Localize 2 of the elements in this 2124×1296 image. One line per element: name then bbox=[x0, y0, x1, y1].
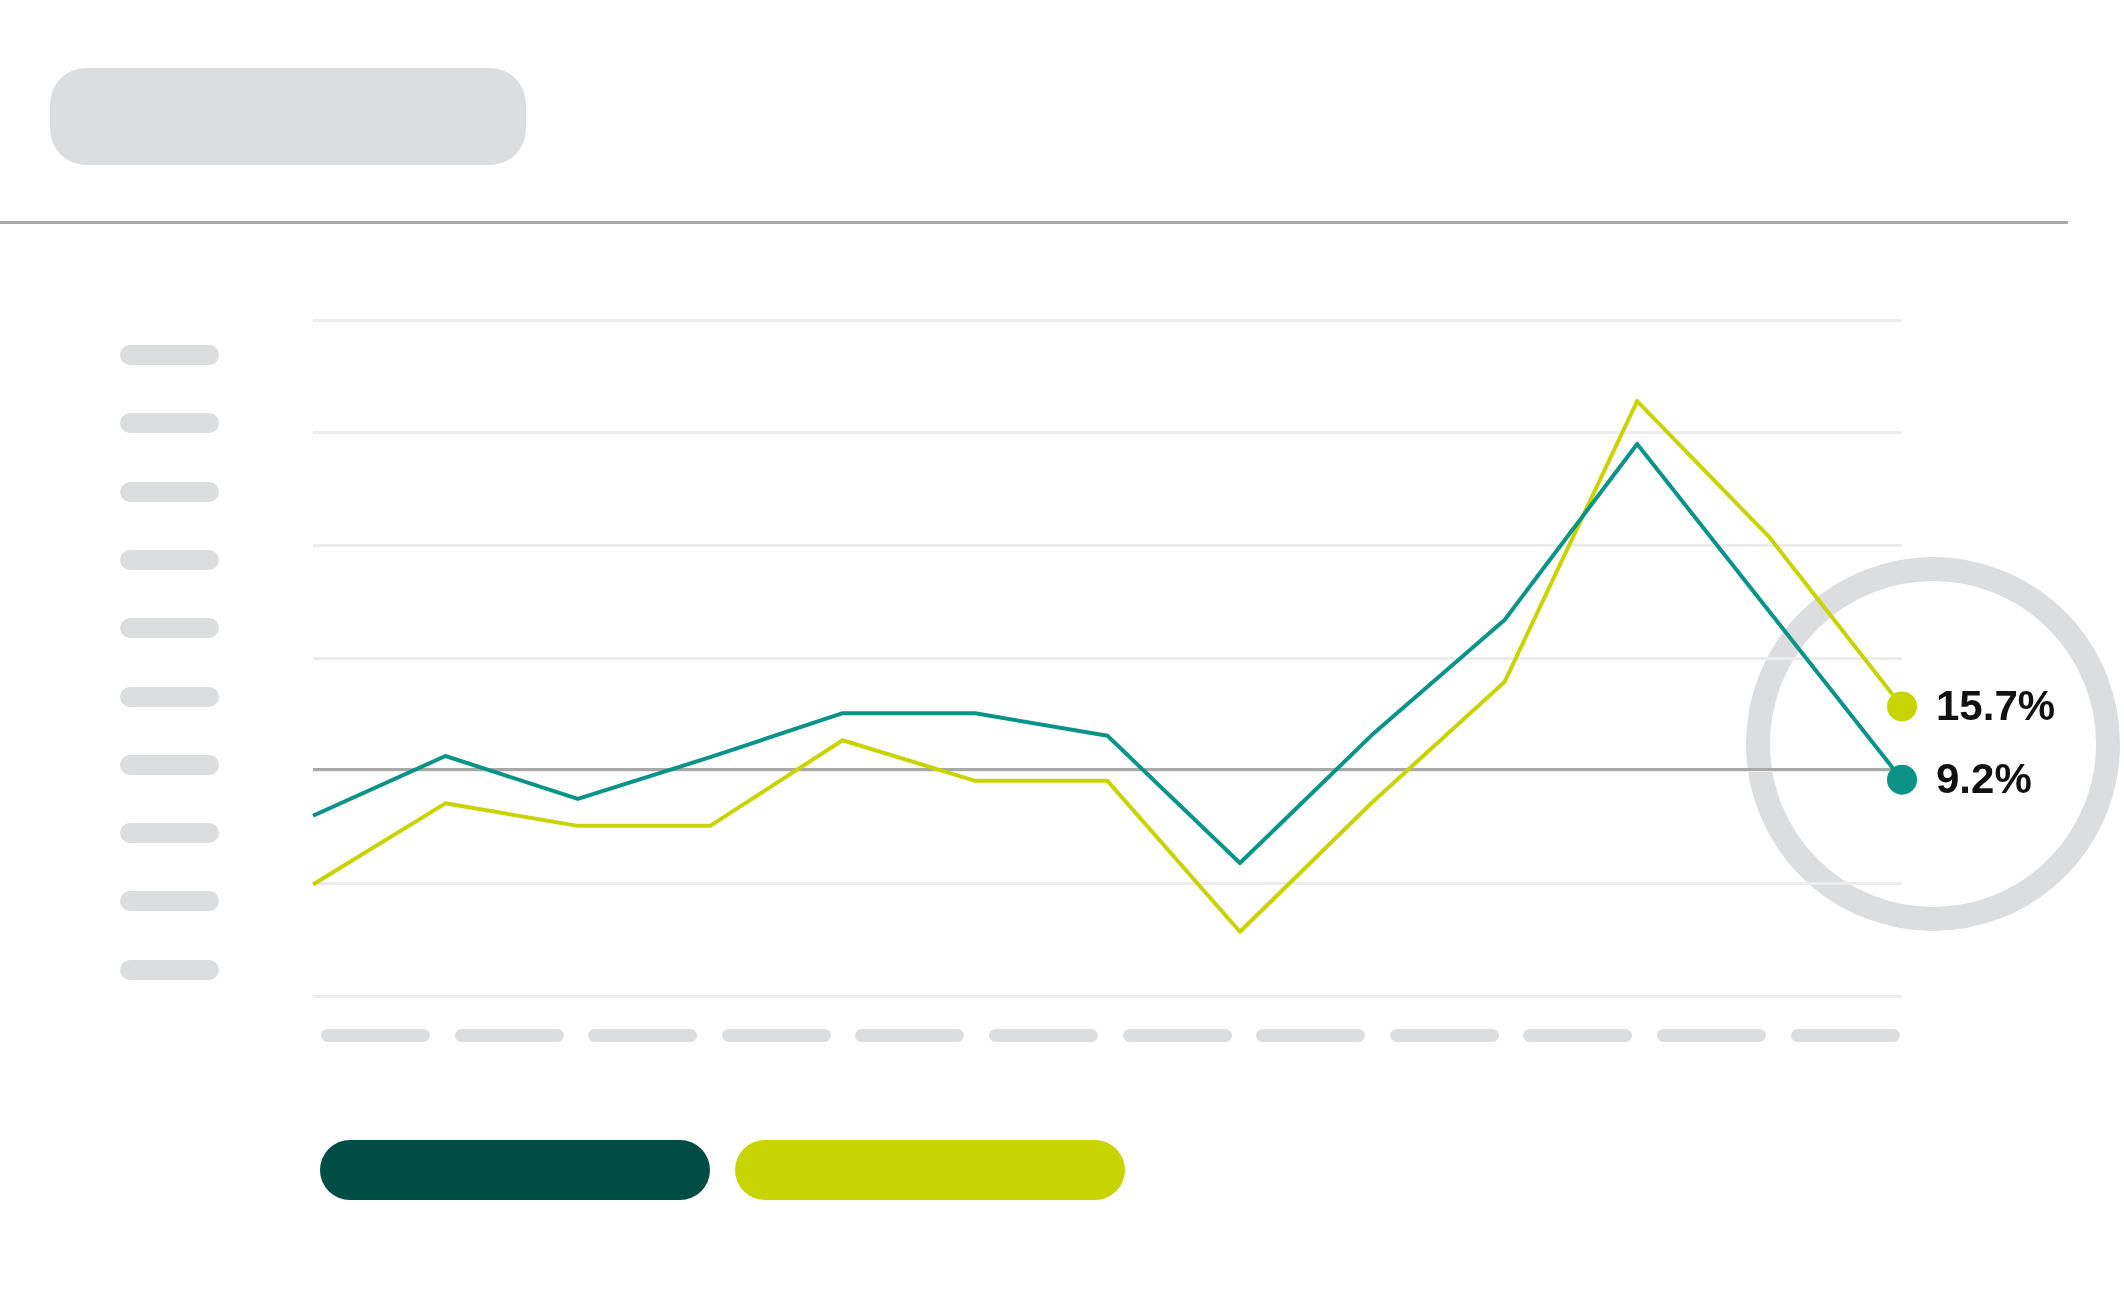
data-label: 15.7% bbox=[1936, 682, 2056, 730]
data-label: 9.2% bbox=[1936, 755, 2032, 803]
